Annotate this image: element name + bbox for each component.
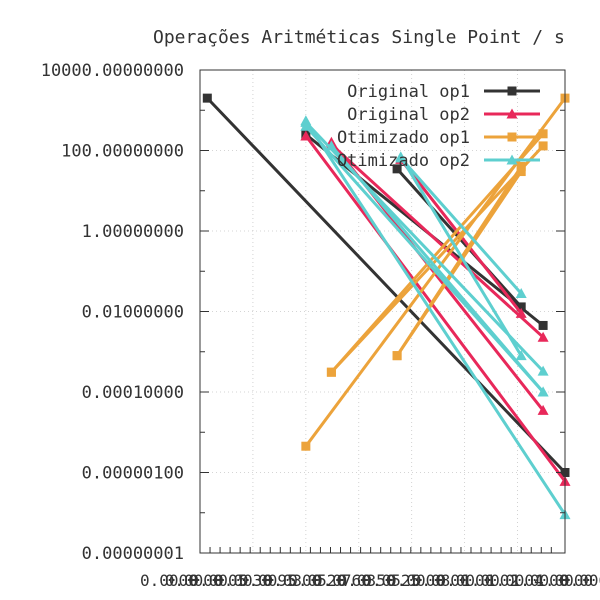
data-point xyxy=(537,386,549,397)
y-tick-label: 0.00010000 xyxy=(82,383,184,403)
data-point xyxy=(392,351,402,361)
legend-label: Otimizado op1 xyxy=(337,128,470,148)
series-2 xyxy=(300,130,571,486)
legend-label: Original op1 xyxy=(347,82,470,102)
series-line xyxy=(399,155,523,358)
data-point xyxy=(537,331,549,342)
data-point xyxy=(395,151,407,162)
series-line xyxy=(329,143,545,339)
series-line xyxy=(304,119,567,517)
data-point xyxy=(300,130,312,141)
x-tick-label: 1.0002 xyxy=(461,571,519,590)
legend-label: Otimizado op2 xyxy=(337,151,470,171)
data-point xyxy=(326,367,336,377)
x-tick-label: 0.0350 xyxy=(338,571,396,590)
y-tick-label: 0.00000100 xyxy=(82,464,184,484)
data-point xyxy=(392,164,402,174)
x-tick-label: 0.0300 xyxy=(264,571,322,590)
x-tick-label: 0.0000 xyxy=(387,571,445,590)
x-tick-label: 1.0004 xyxy=(486,571,544,590)
x-tick-label: 0.0000 xyxy=(560,571,600,590)
data-point xyxy=(538,320,548,330)
axis-ticks xyxy=(199,69,566,554)
data-point xyxy=(537,365,549,376)
data-point xyxy=(515,307,527,318)
data-point xyxy=(515,350,527,361)
series-line xyxy=(395,165,523,358)
y-tick-labels: 10000.00000000 100.00000000 1.00000000 0.01… xyxy=(41,61,184,564)
y-tick-label: 10000.00000000 xyxy=(41,61,184,81)
series-4 xyxy=(300,115,571,520)
x-tick-label: 0.0000 xyxy=(165,571,223,590)
series-line xyxy=(304,124,545,394)
series-line xyxy=(399,156,523,295)
data-point xyxy=(202,93,212,103)
legend-label: Original op2 xyxy=(347,105,470,125)
y-tick-label: 100.00000000 xyxy=(61,142,184,162)
data-point xyxy=(301,441,311,451)
y-tick-label: 1.00000000 xyxy=(82,222,184,242)
data-point xyxy=(537,404,549,415)
legend-marker xyxy=(507,132,517,142)
legend-marker xyxy=(506,154,518,165)
x-tick-label: 0.0760 xyxy=(313,571,371,590)
x-tick-labels: 0.00000.00000.00050.00300.00950.03000.05… xyxy=(140,571,600,590)
data-point xyxy=(300,120,312,131)
data-point xyxy=(516,302,526,312)
x-tick-label: 0.0005 xyxy=(189,571,247,590)
chart-title: Operações Aritméticas Single Point / s xyxy=(153,27,565,48)
series-line xyxy=(205,96,567,474)
x-tick-label: 0.0520 xyxy=(288,571,346,590)
series-layer xyxy=(202,93,571,520)
legend-marker xyxy=(506,108,518,119)
x-tick-label: 0.0030 xyxy=(214,571,272,590)
data-point xyxy=(516,162,526,172)
data-point xyxy=(538,141,548,151)
x-tick-label: 0.0095 xyxy=(239,571,297,590)
series-line xyxy=(329,132,545,374)
legend: Original op1 Original op2 Otimizado op1 Oti… xyxy=(337,82,540,171)
x-tick-label: 1.0000 xyxy=(511,571,569,590)
legend-marker xyxy=(507,86,517,96)
data-point xyxy=(325,140,337,151)
data-point xyxy=(538,129,548,139)
y-tick-label: 0.00000001 xyxy=(82,544,184,564)
data-point xyxy=(516,167,526,177)
x-tick-label: 0.0525 xyxy=(362,571,420,590)
y-tick-label: 0.01000000 xyxy=(82,303,184,323)
series-line xyxy=(304,134,567,483)
x-tick-label: 0.0000 xyxy=(436,571,494,590)
series-line xyxy=(304,120,545,373)
x-tick-label: 1.0000 xyxy=(535,571,593,590)
x-tick-label: 0.0800 xyxy=(412,571,470,590)
x-tick-label: 0.0000 xyxy=(140,571,198,590)
data-point xyxy=(515,288,527,299)
